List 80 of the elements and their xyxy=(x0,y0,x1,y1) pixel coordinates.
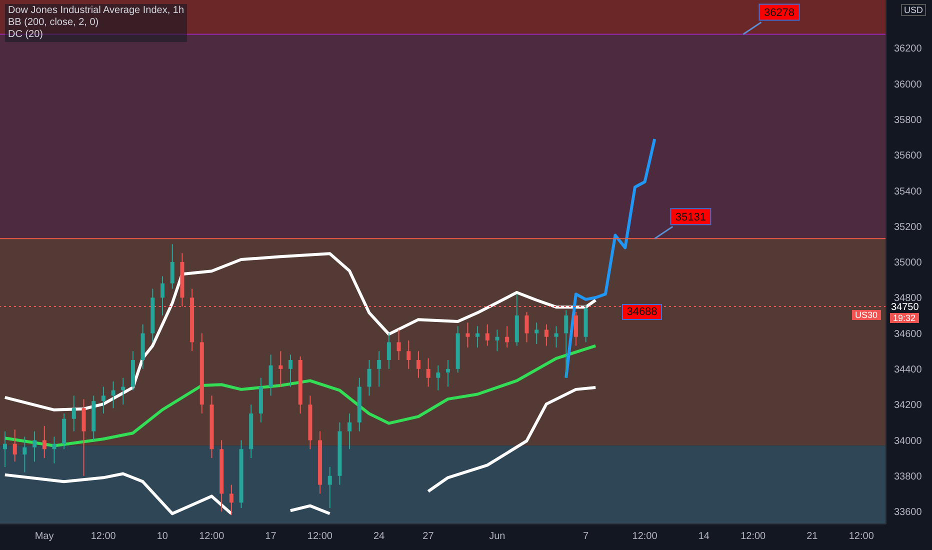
candlestick xyxy=(101,386,106,414)
candlestick xyxy=(534,322,539,344)
candlestick xyxy=(111,380,116,409)
y-axis-title: USD xyxy=(900,4,926,16)
x-tick-label: 17 xyxy=(265,531,277,542)
candlestick xyxy=(348,412,352,450)
x-tick-label: 12:00 xyxy=(740,531,766,542)
annotation: 34688 xyxy=(622,304,662,320)
annotation: US30 xyxy=(852,310,881,320)
text: BB (200, close, 2, 0) DC (20) xyxy=(8,17,100,41)
candlestick xyxy=(328,466,332,508)
candlestick xyxy=(505,326,510,348)
candlestick xyxy=(278,350,283,388)
y-tick-label: 35800 xyxy=(894,114,922,126)
ref-line-label: 34750 xyxy=(891,302,920,314)
line-series xyxy=(3,472,233,516)
y-tick-label: 34200 xyxy=(894,400,922,412)
candlestick xyxy=(396,329,401,361)
annotation: 36278 xyxy=(764,7,795,20)
candlestick xyxy=(495,329,500,352)
y-tick-label: 35200 xyxy=(894,222,922,233)
y-tick-label: 36000 xyxy=(894,79,922,90)
candlestick xyxy=(564,310,568,378)
x-tick-label: 12:00 xyxy=(307,531,333,542)
candlestick xyxy=(476,326,480,348)
candlestick xyxy=(42,425,46,459)
candlestick xyxy=(12,429,17,462)
candlestick xyxy=(426,358,430,388)
x-tick-label: 12:00 xyxy=(632,531,658,542)
candlestick xyxy=(446,360,450,388)
y-tick-label: 35000 xyxy=(894,258,922,269)
text: Dow Jones Industrial Average Index, 1h xyxy=(8,5,184,17)
x-tick-label: 24 xyxy=(373,531,386,542)
x-tick-label: May xyxy=(34,531,54,542)
candlestick xyxy=(416,350,420,378)
candlestick xyxy=(367,360,372,396)
candlestick xyxy=(22,436,27,473)
x-tick-label: 27 xyxy=(422,531,434,542)
text: 19:32 xyxy=(890,313,919,323)
x-tick-label: Jun xyxy=(489,531,506,542)
candlestick xyxy=(229,484,234,516)
line-series xyxy=(426,386,598,493)
candlestick xyxy=(554,326,558,348)
candlestick xyxy=(82,398,86,476)
y-tick-label: 36200 xyxy=(894,44,922,55)
candlestick xyxy=(268,354,273,396)
x-tick-label: 12:00 xyxy=(90,531,116,542)
candlestick xyxy=(170,244,174,290)
candlestick xyxy=(386,332,391,370)
y-tick-label: 33600 xyxy=(894,507,922,518)
annotation: 35131 xyxy=(675,212,706,224)
x-tick-label: 14 xyxy=(698,531,710,542)
y-tick-label: 35600 xyxy=(894,150,922,162)
candlestick xyxy=(52,436,56,464)
line-series xyxy=(564,138,656,380)
y-tick-label: 34000 xyxy=(894,436,922,447)
y-tick-label: 34600 xyxy=(894,328,922,340)
candlestick xyxy=(406,340,411,370)
x-tick-label: 7 xyxy=(582,531,589,542)
candlestick xyxy=(377,350,382,388)
candlestick xyxy=(3,430,7,468)
x-tick-label: 12:00 xyxy=(848,531,874,542)
candlestick xyxy=(544,324,548,346)
candlestick xyxy=(121,377,126,406)
x-tick-label: 10 xyxy=(156,531,168,542)
candlestick xyxy=(160,276,165,316)
candlestick xyxy=(524,311,529,343)
candlestick xyxy=(72,395,76,432)
y-tick-label: 34400 xyxy=(894,364,922,376)
candlestick xyxy=(466,322,470,348)
x-tick-label: 21 xyxy=(806,531,818,542)
y-tick-label: 33800 xyxy=(894,471,922,482)
candlestick xyxy=(32,430,37,462)
candlestick xyxy=(288,354,292,388)
y-tick-label: 35400 xyxy=(894,186,922,198)
candlestick xyxy=(574,311,578,346)
candlestick xyxy=(485,324,490,346)
y-tick-label: 34800 xyxy=(894,293,922,304)
candlestick xyxy=(436,364,440,391)
x-tick-label: 12:00 xyxy=(199,531,225,542)
